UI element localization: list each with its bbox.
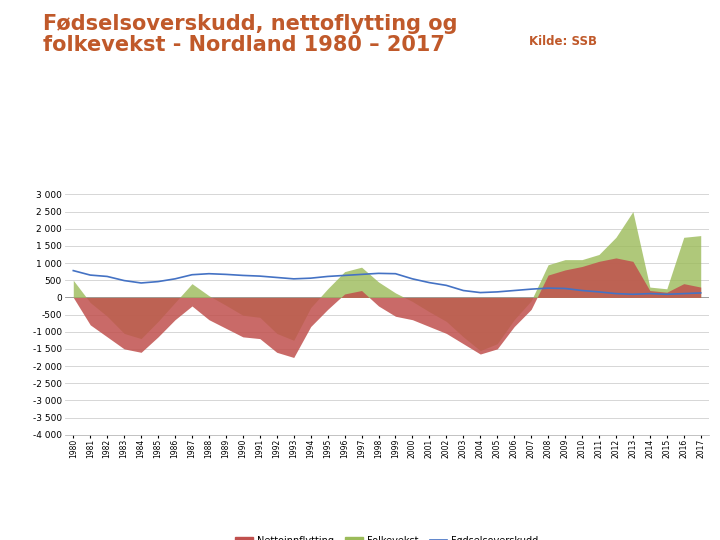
Text: Fødselsoverskudd, nettoflytting og: Fødselsoverskudd, nettoflytting og [43, 14, 458, 33]
Text: folkevekst - Nordland 1980 – 2017: folkevekst - Nordland 1980 – 2017 [43, 35, 445, 55]
Text: Kilde: SSB: Kilde: SSB [529, 35, 597, 48]
Legend: Nettoinnflytting, Folkevekst, Fødselsoverskudd: Nettoinnflytting, Folkevekst, Fødselsove… [232, 532, 542, 540]
Text: Nord: Nord [446, 487, 590, 539]
Text: Nordland: Nordland [47, 502, 104, 511]
Text: FYLKESKOMMUNE: FYLKESKOMMUNE [47, 524, 102, 529]
